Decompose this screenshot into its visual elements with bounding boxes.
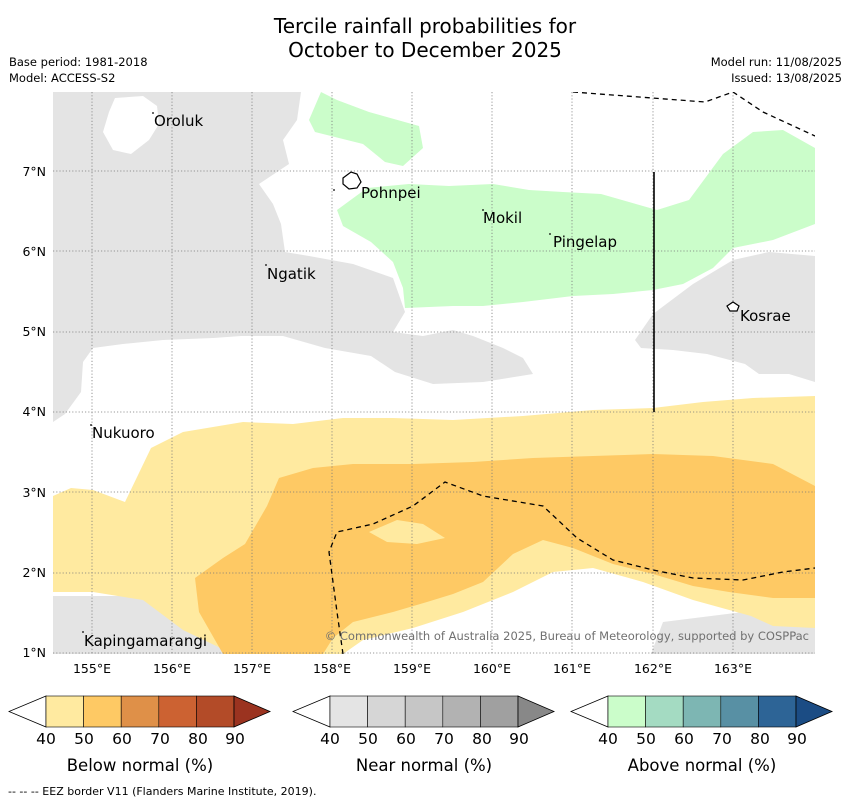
place-label-ngatik: Ngatik bbox=[267, 265, 316, 283]
colorbar-min-arrow bbox=[8, 695, 47, 728]
island-dots bbox=[82, 112, 551, 633]
eez-legend-note: -- -- -- EEZ border V11 (Flanders Marine… bbox=[8, 785, 317, 798]
y-tick: 4°N bbox=[22, 404, 46, 419]
place-label-kapingamarangi: Kapingamarangi bbox=[84, 632, 207, 650]
colorbar-tick: 80 bbox=[472, 730, 492, 748]
below-normal-50-region bbox=[195, 454, 815, 654]
x-tick: 160°E bbox=[472, 661, 511, 676]
colorbar-tick: 40 bbox=[320, 730, 340, 748]
colorbar-swatch bbox=[645, 695, 684, 728]
issued-date: Issued: 13/08/2025 bbox=[731, 71, 842, 85]
colorbar-label-above: Above normal (%) bbox=[627, 756, 777, 775]
colorbar-swatch bbox=[442, 695, 481, 728]
map-title: Tercile rainfall probabilities for Octob… bbox=[0, 14, 850, 62]
x-tick: 155°E bbox=[72, 661, 111, 676]
copyright-notice: © Commonwealth of Australia 2025, Bureau… bbox=[325, 629, 809, 643]
colorbar-tick: 60 bbox=[396, 730, 416, 748]
y-tick: 7°N bbox=[22, 164, 46, 179]
near-normal-region bbox=[53, 92, 815, 654]
y-tick: 6°N bbox=[22, 244, 46, 259]
x-tick: 163°E bbox=[713, 661, 752, 676]
model-run: Model run: 11/08/2025 bbox=[710, 55, 842, 69]
pohnpei-island-icon bbox=[342, 171, 362, 190]
y-tick: 1°N bbox=[22, 645, 46, 660]
x-tick: 157°E bbox=[232, 661, 271, 676]
colorbar-below bbox=[8, 695, 272, 728]
kosrae-island-icon bbox=[726, 301, 740, 312]
colorbar-min-arrow bbox=[292, 695, 331, 728]
x-tick: 156°E bbox=[152, 661, 191, 676]
colorbar-swatch bbox=[45, 695, 84, 728]
y-tick: 2°N bbox=[22, 565, 46, 580]
colorbar-tick: 50 bbox=[74, 730, 94, 748]
colorbar-swatch bbox=[720, 695, 759, 728]
colorbar-tick: 90 bbox=[225, 730, 245, 748]
colorbar-swatch bbox=[329, 695, 368, 728]
y-tick: 5°N bbox=[22, 324, 46, 339]
colorbar-tick: 80 bbox=[188, 730, 208, 748]
colorbar-min-arrow bbox=[570, 695, 609, 728]
x-tick: 162°E bbox=[633, 661, 672, 676]
model-info: Base period: 1981-2018 Model: ACCESS-S2 bbox=[9, 54, 148, 86]
colorbar-max-arrow bbox=[233, 695, 272, 728]
place-label-nukuoro: Nukuoro bbox=[92, 424, 155, 442]
colorbar-tick: 40 bbox=[598, 730, 618, 748]
colorbar-swatch bbox=[607, 695, 646, 728]
title-line-1: Tercile rainfall probabilities for bbox=[273, 14, 577, 38]
x-tick: 161°E bbox=[552, 661, 591, 676]
colorbar-swatch bbox=[480, 695, 519, 728]
run-info: Model run: 11/08/2025 Issued: 13/08/2025 bbox=[711, 54, 842, 86]
colorbar-swatch bbox=[196, 695, 235, 728]
colorbar-max-arrow bbox=[517, 695, 556, 728]
colorbar-tick: 40 bbox=[36, 730, 56, 748]
colorbar-label-below: Below normal (%) bbox=[66, 756, 214, 775]
eez-border bbox=[328, 92, 815, 654]
place-label-pohnpei: Pohnpei bbox=[361, 184, 421, 202]
colorbar-tick: 90 bbox=[787, 730, 807, 748]
colorbar-swatch bbox=[367, 695, 406, 728]
colorbar-tick: 50 bbox=[358, 730, 378, 748]
x-tick: 158°E bbox=[312, 661, 351, 676]
colorbar-max-arrow bbox=[795, 695, 834, 728]
graticule bbox=[53, 92, 815, 654]
colorbar-tick: 70 bbox=[712, 730, 732, 748]
title-line-2: October to December 2025 bbox=[288, 38, 562, 62]
colorbar-swatch bbox=[404, 695, 444, 728]
colorbar-swatch bbox=[758, 695, 797, 728]
colorbar-tick: 60 bbox=[112, 730, 132, 748]
forecast-map: Oroluk Pohnpei Mokil Pingelap Ngatik Kos… bbox=[53, 92, 815, 654]
colorbar-swatch bbox=[682, 695, 722, 728]
place-label-oroluk: Oroluk bbox=[154, 112, 203, 130]
colorbar-near bbox=[292, 695, 556, 728]
colorbar-tick: 70 bbox=[434, 730, 454, 748]
colorbar-swatch bbox=[83, 695, 122, 728]
colorbar-tick: 50 bbox=[636, 730, 656, 748]
base-period: Base period: 1981-2018 bbox=[9, 55, 148, 69]
island-outlines bbox=[342, 171, 740, 312]
above-normal-region bbox=[309, 92, 815, 308]
y-tick: 3°N bbox=[22, 485, 46, 500]
colorbar-label-near: Near normal (%) bbox=[355, 756, 493, 775]
colorbar-tick: 80 bbox=[750, 730, 770, 748]
place-label-mokil: Mokil bbox=[483, 209, 522, 227]
colorbar-swatch bbox=[158, 695, 197, 728]
place-label-pingelap: Pingelap bbox=[553, 233, 617, 251]
colorbar-tick: 90 bbox=[509, 730, 529, 748]
colorbar-tick: 60 bbox=[674, 730, 694, 748]
colorbar-above bbox=[570, 695, 834, 728]
colorbar-tick: 70 bbox=[150, 730, 170, 748]
model-name: Model: ACCESS-S2 bbox=[9, 71, 116, 85]
colorbar-swatch bbox=[120, 695, 160, 728]
x-tick: 159°E bbox=[392, 661, 431, 676]
place-label-kosrae: Kosrae bbox=[740, 307, 791, 325]
